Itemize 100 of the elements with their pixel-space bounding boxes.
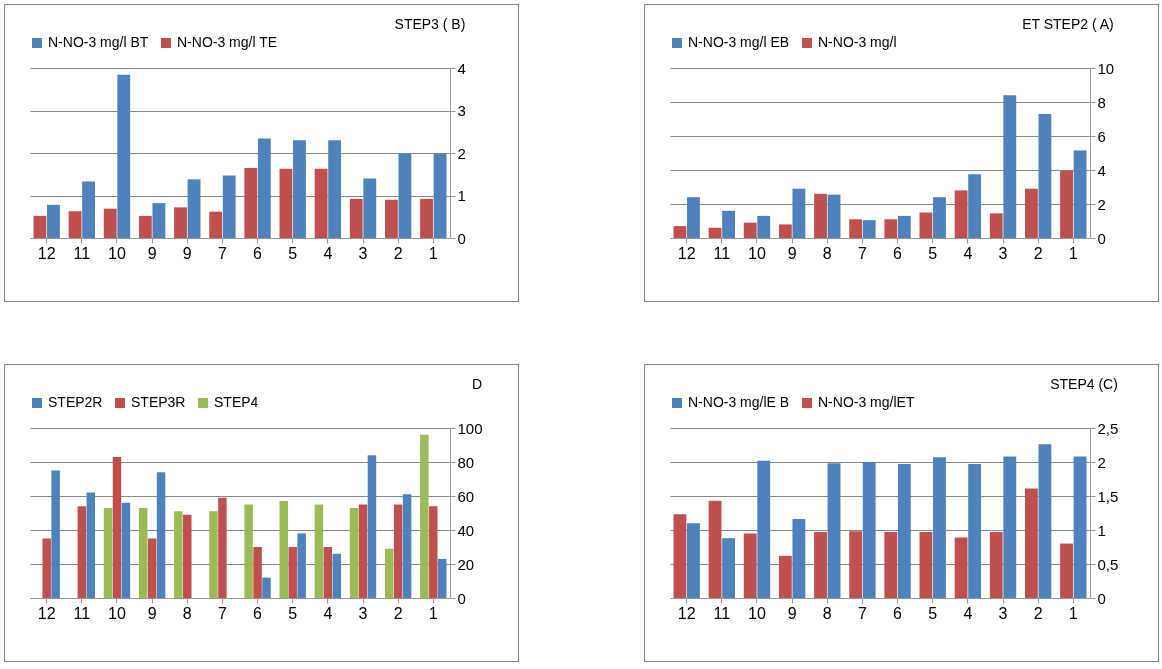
x-tick-label: 9 xyxy=(787,244,797,262)
legend-label: N-NO-3 mg/lE B xyxy=(688,394,790,410)
bar xyxy=(147,538,157,598)
x-tick-label: 6 xyxy=(893,604,903,622)
legend-label: STEP3R xyxy=(131,394,186,410)
bar xyxy=(349,507,359,598)
chart-title: STEP3 ( B) xyxy=(394,16,466,32)
bar xyxy=(1060,543,1073,598)
bar xyxy=(722,210,736,238)
bar xyxy=(174,207,187,238)
bar xyxy=(279,168,293,238)
bar xyxy=(222,175,236,238)
x-tick-label: 1 xyxy=(428,604,438,622)
bar xyxy=(673,226,687,238)
bar xyxy=(279,501,289,598)
bar xyxy=(1060,170,1073,238)
y-tick-label: 1 xyxy=(1097,521,1106,539)
bar xyxy=(827,463,841,598)
bar xyxy=(1073,150,1087,238)
x-tick-label: 2 xyxy=(1033,604,1043,622)
y-tick-label: 4 xyxy=(457,59,466,77)
x-tick-label: 8 xyxy=(822,244,832,262)
x-tick-label: 3 xyxy=(358,604,368,622)
x-tick-label: 12 xyxy=(37,604,56,622)
bar xyxy=(112,456,122,598)
bar xyxy=(897,215,911,238)
bar xyxy=(968,174,982,238)
x-tick-label: 7 xyxy=(217,604,227,622)
bar xyxy=(209,511,218,598)
bar xyxy=(384,199,398,238)
bar xyxy=(757,215,771,238)
bar xyxy=(218,497,227,598)
x-tick-label: 4 xyxy=(963,244,973,262)
x-tick-label: 9 xyxy=(147,604,157,622)
bar xyxy=(33,215,47,238)
y-tick-label: 2 xyxy=(457,144,466,162)
bar xyxy=(402,494,412,598)
bar xyxy=(156,472,166,598)
bar xyxy=(42,538,51,598)
bar xyxy=(244,504,253,598)
bar xyxy=(897,464,911,598)
x-tick-label: 10 xyxy=(108,244,126,262)
bar xyxy=(989,213,1003,238)
y-tick-label: 40 xyxy=(457,521,475,539)
bar xyxy=(743,222,757,238)
bar xyxy=(849,219,863,238)
bar xyxy=(138,215,152,238)
bar xyxy=(1003,95,1017,238)
legend-label: N-NO-3 mg/l EB xyxy=(688,34,790,50)
bar xyxy=(103,507,113,598)
x-tick-label: 11 xyxy=(73,244,91,262)
bar xyxy=(968,464,982,598)
x-tick-label: 11 xyxy=(713,604,731,622)
bar xyxy=(393,504,403,598)
bar xyxy=(152,203,166,238)
x-tick-label: 8 xyxy=(182,604,192,622)
bar xyxy=(687,197,700,238)
y-tick-label: 0,5 xyxy=(1097,555,1119,573)
bar xyxy=(919,212,933,238)
y-tick-label: 10 xyxy=(1097,59,1115,77)
bar xyxy=(989,532,1003,598)
x-tick-label: 3 xyxy=(998,244,1008,262)
legend-label: STEP4 xyxy=(214,394,259,410)
y-tick-label: 0 xyxy=(1097,589,1106,607)
x-tick-label: 2 xyxy=(393,244,403,262)
bar xyxy=(814,532,827,598)
bar xyxy=(884,532,898,598)
bar xyxy=(174,511,183,598)
legend-label: N-NO-3 mg/lET xyxy=(818,394,915,410)
bar xyxy=(420,198,433,238)
bar xyxy=(792,188,806,238)
y-tick-label: 100 xyxy=(457,419,483,437)
bar xyxy=(778,224,792,238)
x-tick-label: 8 xyxy=(822,604,832,622)
x-tick-label: 7 xyxy=(857,604,867,622)
legend-label: N-NO-3 mg/l xyxy=(818,34,897,50)
x-tick-label: 1 xyxy=(1068,244,1078,262)
x-tick-label: 10 xyxy=(108,604,126,622)
bar xyxy=(86,492,96,598)
bar xyxy=(244,167,258,238)
bar xyxy=(933,457,946,598)
bar xyxy=(103,208,117,238)
x-tick-label: 3 xyxy=(358,244,368,262)
x-tick-label: 5 xyxy=(928,244,938,262)
bar xyxy=(253,547,262,598)
bar xyxy=(363,178,377,238)
bar xyxy=(1073,456,1087,598)
bar xyxy=(297,533,306,598)
bar xyxy=(827,194,841,238)
chart-title: STEP4 (C) xyxy=(1050,376,1118,392)
bar xyxy=(954,190,968,238)
x-tick-label: 1 xyxy=(428,244,438,262)
x-tick-label: 10 xyxy=(748,604,766,622)
bar xyxy=(138,507,148,598)
x-tick-label: 2 xyxy=(1033,244,1043,262)
x-tick-label: 6 xyxy=(253,244,263,262)
bar xyxy=(1024,188,1038,238)
x-tick-label: 9 xyxy=(182,244,192,262)
y-tick-label: 0 xyxy=(457,229,466,247)
y-tick-label: 6 xyxy=(1097,127,1106,145)
